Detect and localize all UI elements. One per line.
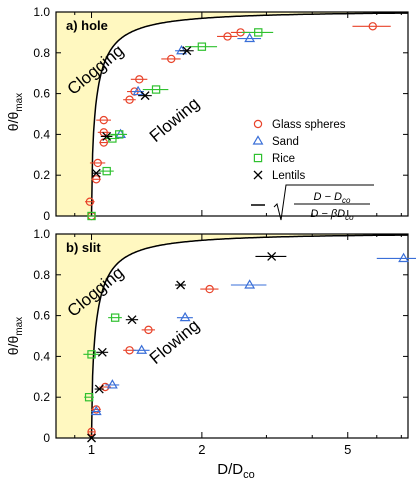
data-point	[110, 313, 120, 322]
y-tick-label: 1.0	[33, 227, 50, 241]
legend-label: Sand	[272, 136, 299, 148]
data-point	[205, 284, 214, 294]
plot-frame	[55, 233, 409, 439]
data-point	[132, 85, 144, 96]
y-tick-label: 0.2	[33, 390, 50, 404]
data-point	[106, 379, 118, 389]
data-point	[91, 168, 101, 178]
data-point	[244, 32, 256, 43]
data-point	[94, 384, 104, 394]
legend-label: Lentils	[272, 170, 305, 182]
y-tick-label: 0	[43, 431, 50, 445]
data-point	[93, 158, 102, 168]
sqrt-sign	[273, 184, 374, 221]
plot-frame	[55, 11, 409, 217]
data-point	[140, 91, 150, 101]
legend-marker	[253, 170, 263, 180]
data-point	[87, 350, 96, 359]
data-point	[254, 28, 263, 37]
data-point	[99, 115, 108, 125]
y-axis-label-bottom: θ/θmax	[5, 317, 25, 355]
data-point	[151, 85, 161, 94]
y-axis-label-top: θ/θmax	[5, 93, 25, 131]
data-point	[368, 22, 377, 31]
clogging-region	[56, 234, 408, 438]
x-axis-label: D/Dco	[217, 461, 254, 481]
data-point	[267, 251, 277, 261]
data-point	[223, 32, 232, 41]
legend: Glass spheres Sand Rice Lentils D − Dco D − β…	[251, 119, 374, 222]
y-tick-label: 0	[43, 209, 50, 223]
data-point	[125, 95, 134, 104]
data-point	[87, 427, 96, 437]
formula-numerator: D − Dco	[314, 191, 351, 205]
flowing-label: Flowing	[146, 94, 203, 146]
data-point	[144, 325, 153, 335]
data-point	[197, 42, 207, 51]
data-point	[85, 197, 95, 206]
legend-label: Glass spheres	[272, 119, 346, 131]
flowing-label: Flowing	[146, 316, 203, 368]
legend-marker	[253, 153, 263, 163]
data-point	[182, 46, 192, 56]
series-sand	[90, 252, 416, 416]
legend-label: Rice	[272, 153, 295, 165]
y-tick-label: 1.0	[33, 5, 50, 19]
panel-b-slit: 00.20.40.60.81.01 2 5b) slitCloggingFlowin…	[33, 227, 416, 457]
y-tick-label: 0.8	[33, 268, 50, 282]
formula-denominator: D − βDco	[310, 208, 354, 222]
y-tick-label: 0.6	[33, 87, 50, 101]
series-lentils	[87, 251, 287, 443]
panel-label: b) slit	[66, 240, 101, 255]
data-point	[176, 280, 186, 290]
legend-marker	[253, 119, 263, 129]
x-tick-label: 5	[344, 442, 351, 457]
series-rice	[87, 28, 274, 221]
x-tick-label: 1	[88, 442, 95, 457]
data-point	[176, 44, 187, 55]
fit-curve	[90, 12, 408, 216]
data-point	[97, 347, 107, 357]
data-point	[92, 175, 101, 184]
data-point	[115, 130, 124, 139]
fit-curve	[90, 234, 408, 438]
data-point	[167, 54, 176, 64]
data-point	[127, 315, 137, 325]
y-tick-label: 0.6	[33, 309, 50, 323]
x-tick-label: 2	[198, 442, 205, 457]
axis-labels: θ/θmax θ/θmax D/Dco	[5, 93, 255, 481]
series-rice	[83, 313, 122, 402]
y-tick-label: 0.8	[33, 46, 50, 60]
y-tick-label: 0.2	[33, 168, 50, 182]
data-point	[102, 166, 111, 176]
data-point	[398, 252, 410, 263]
data-point	[90, 405, 102, 416]
data-point	[179, 311, 191, 322]
data-point	[136, 344, 148, 354]
data-point	[125, 346, 134, 355]
series-lentils	[91, 46, 194, 178]
data-point	[244, 279, 256, 289]
legend-marker	[252, 135, 264, 145]
data-point	[87, 211, 96, 221]
data-point	[87, 433, 96, 443]
data-point	[102, 131, 112, 141]
panel-label: a) hole	[66, 18, 108, 33]
y-tick-label: 0.4	[33, 349, 50, 363]
y-tick-label: 0.4	[33, 127, 50, 141]
data-point	[135, 75, 144, 84]
data-point	[84, 393, 94, 402]
